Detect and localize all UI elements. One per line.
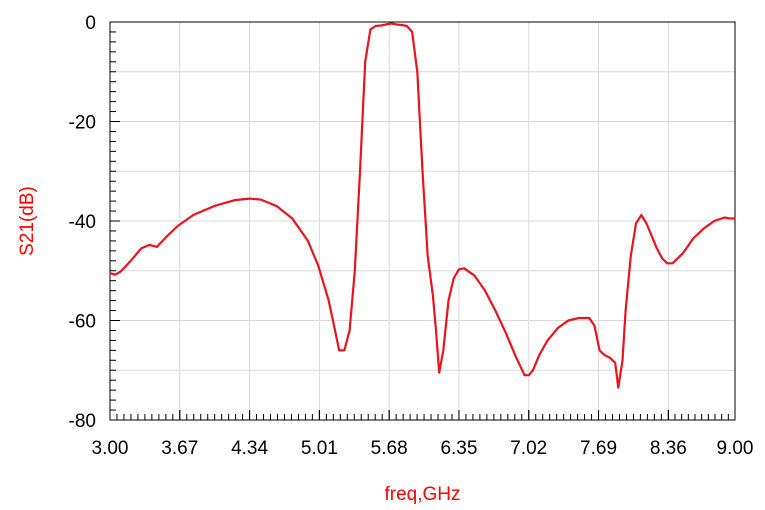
x-tick-label: 6.35 bbox=[440, 438, 477, 459]
s21-series-line bbox=[109, 22, 735, 389]
series-layer bbox=[109, 22, 735, 389]
x-tick-label: 9.00 bbox=[717, 438, 754, 459]
plot-frame bbox=[109, 21, 736, 421]
x-tick-label: 4.34 bbox=[231, 438, 268, 459]
y-tick-label: -60 bbox=[69, 312, 96, 333]
grid-lines bbox=[109, 21, 736, 421]
x-axis-title: freq,GHz bbox=[384, 484, 460, 505]
y-tick-label: -40 bbox=[69, 212, 96, 233]
y-tick-label: -20 bbox=[69, 113, 96, 134]
x-tick-label: 3.67 bbox=[161, 438, 198, 459]
x-tick-label: 5.01 bbox=[301, 438, 338, 459]
minor-ticks bbox=[109, 21, 736, 421]
y-tick-label: -80 bbox=[69, 411, 96, 432]
y-tick-label: 0 bbox=[85, 13, 96, 34]
x-tick-label: 5.68 bbox=[371, 438, 408, 459]
y-tick-labels: 0 -20 -40 -60 -80 bbox=[69, 13, 96, 432]
x-tick-label: 3.00 bbox=[92, 438, 129, 459]
x-tick-label: 7.02 bbox=[510, 438, 547, 459]
x-tick-label: 8.36 bbox=[650, 438, 687, 459]
y-axis-title: S21(dB) bbox=[17, 186, 38, 256]
x-tick-label: 7.69 bbox=[580, 438, 617, 459]
x-tick-labels: 3.00 3.67 4.34 5.01 5.68 6.35 7.02 7.69 8.36 9.00 bbox=[92, 438, 754, 459]
